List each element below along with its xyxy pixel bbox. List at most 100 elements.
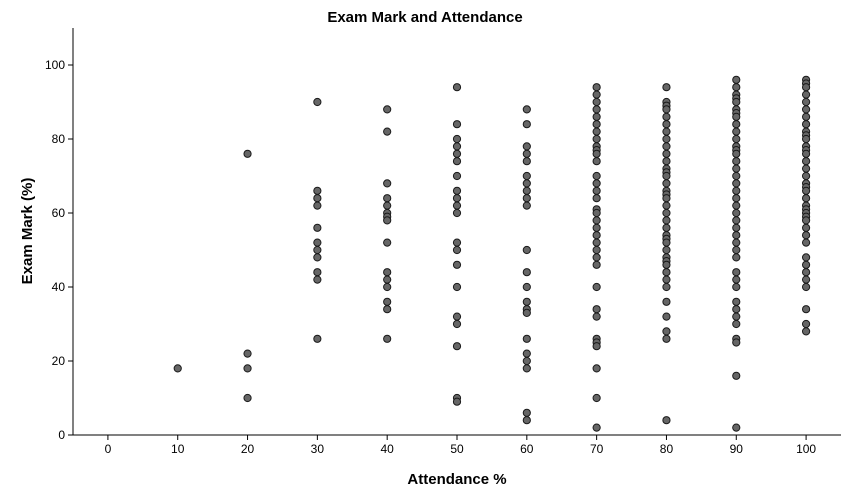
data-point xyxy=(522,334,531,343)
data-point xyxy=(662,83,671,92)
data-point xyxy=(452,238,462,247)
data-point xyxy=(801,216,811,225)
data-point xyxy=(662,120,671,129)
data-point xyxy=(801,164,811,173)
data-point xyxy=(522,408,531,417)
data-point xyxy=(522,416,531,425)
data-point xyxy=(801,231,811,240)
x-tick-label: 90 xyxy=(730,442,744,456)
data-point xyxy=(732,338,741,347)
data-point xyxy=(732,282,741,292)
data-point xyxy=(662,157,671,166)
data-point xyxy=(592,231,601,240)
x-tick-label: 70 xyxy=(590,442,604,456)
data-point xyxy=(313,97,322,107)
data-point xyxy=(592,194,601,203)
data-point xyxy=(801,90,811,99)
data-point xyxy=(732,208,741,218)
y-axis-label: Exam Mark (%) xyxy=(19,178,36,285)
data-point xyxy=(383,297,392,306)
data-point xyxy=(592,127,601,136)
data-point xyxy=(732,149,741,158)
data-point xyxy=(522,201,531,210)
data-point xyxy=(662,134,671,144)
data-point xyxy=(662,194,671,203)
data-point xyxy=(732,275,741,284)
data-point xyxy=(383,268,392,277)
data-point xyxy=(592,312,601,321)
data-point xyxy=(662,297,671,306)
data-point xyxy=(522,142,531,151)
data-point xyxy=(732,305,741,314)
data-point xyxy=(732,268,741,277)
data-point xyxy=(592,245,601,255)
data-point xyxy=(732,97,741,107)
data-point xyxy=(662,275,671,284)
data-point xyxy=(452,260,462,269)
data-point xyxy=(522,282,531,292)
y-tick-label: 20 xyxy=(52,354,66,368)
x-tick-label: 50 xyxy=(450,442,464,456)
x-tick-label: 60 xyxy=(520,442,534,456)
data-point xyxy=(662,142,671,151)
data-point xyxy=(313,275,322,284)
y-axis: 0 20 40 60 80 100 xyxy=(45,28,74,442)
data-point xyxy=(732,83,741,92)
data-point xyxy=(452,319,462,329)
data-point xyxy=(452,282,462,292)
data-point xyxy=(592,112,601,121)
data-point xyxy=(592,90,601,99)
data-point xyxy=(732,179,741,188)
data-point xyxy=(522,308,531,317)
data-point xyxy=(732,127,741,136)
data-point xyxy=(732,194,741,203)
data-point xyxy=(732,319,741,329)
data-point xyxy=(732,112,741,121)
data-point xyxy=(662,216,671,225)
data-point xyxy=(383,179,392,188)
data-point xyxy=(522,171,531,181)
data-point xyxy=(522,297,531,306)
data-point xyxy=(732,75,741,84)
data-point xyxy=(592,342,601,351)
data-point xyxy=(313,201,322,210)
data-point xyxy=(662,112,671,121)
data-point xyxy=(592,208,601,218)
data-point xyxy=(801,319,811,329)
data-point xyxy=(801,194,811,203)
data-point xyxy=(452,149,462,158)
data-point xyxy=(801,83,811,92)
data-point xyxy=(452,312,462,321)
x-tick-label: 30 xyxy=(311,442,325,456)
data-point xyxy=(592,97,601,107)
data-point xyxy=(662,179,671,188)
data-point xyxy=(592,364,601,373)
data-point xyxy=(592,282,601,292)
data-point xyxy=(592,120,601,129)
data-point xyxy=(383,201,392,210)
data-point xyxy=(452,208,462,218)
y-tick-label: 40 xyxy=(52,280,66,294)
data-point xyxy=(383,282,392,292)
data-point xyxy=(662,282,671,292)
data-point xyxy=(243,349,252,358)
data-point xyxy=(452,142,462,151)
data-point xyxy=(662,245,671,255)
data-point xyxy=(452,397,462,406)
data-point xyxy=(732,297,741,306)
x-tick-label: 0 xyxy=(105,442,112,456)
data-point xyxy=(801,149,811,158)
data-point xyxy=(662,238,671,247)
data-point xyxy=(662,312,671,321)
data-point xyxy=(592,83,601,92)
data-point xyxy=(522,194,531,203)
data-point xyxy=(383,334,392,343)
data-point xyxy=(801,112,811,121)
data-point xyxy=(592,186,601,195)
data-point xyxy=(732,216,741,225)
data-point xyxy=(801,268,811,277)
data-point xyxy=(592,253,601,262)
data-point xyxy=(452,194,462,203)
data-point xyxy=(662,268,671,277)
